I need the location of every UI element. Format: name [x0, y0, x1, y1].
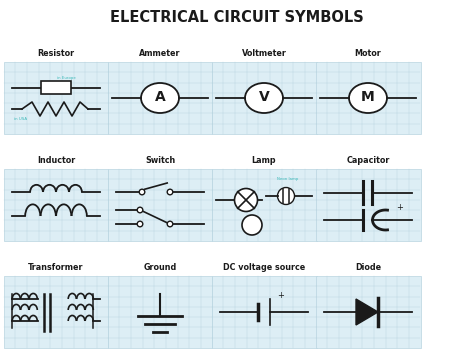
- Circle shape: [242, 215, 262, 235]
- Text: in USA: in USA: [14, 117, 27, 121]
- Text: Inductor: Inductor: [37, 156, 75, 165]
- Bar: [108, 276, 212, 348]
- Circle shape: [167, 189, 173, 195]
- Text: +: +: [278, 291, 284, 300]
- Circle shape: [167, 221, 173, 227]
- Text: Voltmeter: Voltmeter: [242, 49, 286, 58]
- Bar: [3, 62, 109, 134]
- Circle shape: [235, 188, 257, 212]
- Bar: [3, 169, 109, 241]
- Bar: [3, 276, 109, 348]
- Text: Neon lamp: Neon lamp: [277, 177, 299, 181]
- Circle shape: [277, 187, 294, 204]
- Ellipse shape: [245, 83, 283, 113]
- Text: Motor: Motor: [355, 49, 382, 58]
- Text: Transformer: Transformer: [28, 263, 84, 272]
- Bar: [211, 62, 317, 134]
- Text: Capacitor: Capacitor: [346, 156, 390, 165]
- Text: Diode: Diode: [355, 263, 381, 272]
- Text: Lamp: Lamp: [252, 156, 276, 165]
- Bar: [108, 169, 212, 241]
- Text: +: +: [397, 204, 403, 213]
- Text: A: A: [155, 90, 165, 104]
- Text: Switch: Switch: [145, 156, 175, 165]
- Text: in Europe: in Europe: [56, 77, 75, 81]
- Text: V: V: [259, 90, 269, 104]
- Ellipse shape: [141, 83, 179, 113]
- Circle shape: [139, 189, 145, 195]
- Bar: [211, 169, 317, 241]
- Circle shape: [137, 221, 143, 227]
- Bar: [316, 62, 420, 134]
- Text: Resistor: Resistor: [37, 49, 74, 58]
- Text: DC voltage source: DC voltage source: [223, 263, 305, 272]
- Circle shape: [137, 207, 143, 213]
- Text: M: M: [361, 90, 375, 104]
- Text: Ground: Ground: [143, 263, 177, 272]
- Bar: [108, 62, 212, 134]
- Ellipse shape: [349, 83, 387, 113]
- Bar: [316, 276, 420, 348]
- Text: Ammeter: Ammeter: [139, 49, 181, 58]
- Bar: [41, 82, 71, 95]
- Bar: [316, 169, 420, 241]
- Text: ELECTRICAL CIRCUIT SYMBOLS: ELECTRICAL CIRCUIT SYMBOLS: [110, 9, 364, 25]
- Polygon shape: [356, 299, 378, 325]
- Bar: [211, 276, 317, 348]
